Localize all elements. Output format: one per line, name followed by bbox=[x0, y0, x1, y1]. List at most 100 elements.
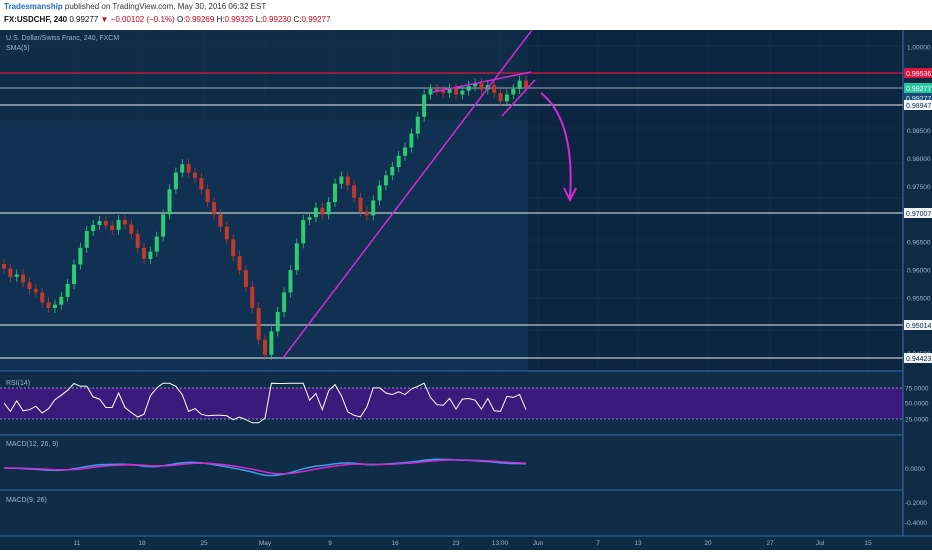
current-price-box bbox=[904, 83, 932, 93]
time-tick: 25 bbox=[200, 540, 208, 547]
time-tick: 13 bbox=[634, 540, 642, 547]
macd2-pane[interactable] bbox=[0, 492, 903, 536]
chart-svg[interactable]: U.S. Dollar/Swiss Franc, 240, FXCM SMA(5… bbox=[0, 25, 932, 550]
trendline-lower[interactable] bbox=[282, 25, 536, 359]
future-region bbox=[528, 30, 903, 370]
price-tick: 0.96500 bbox=[907, 240, 931, 247]
candle-body bbox=[84, 231, 89, 248]
candle-body bbox=[269, 331, 274, 355]
level-3-box bbox=[904, 320, 932, 330]
candle-body bbox=[27, 282, 32, 290]
low-value: 0.99230 bbox=[262, 15, 292, 24]
candle-body bbox=[453, 88, 458, 95]
price-tick: 0.95500 bbox=[907, 296, 931, 303]
time-tick: 11 bbox=[74, 540, 81, 547]
low-label: L: bbox=[255, 15, 263, 24]
candle-body bbox=[511, 88, 516, 95]
candle-body bbox=[192, 172, 197, 179]
level-1-box bbox=[904, 100, 932, 110]
candle-body bbox=[14, 274, 19, 277]
candle-body bbox=[352, 185, 357, 198]
candle-body bbox=[428, 88, 433, 95]
candle-body bbox=[218, 214, 223, 227]
candle-body bbox=[59, 296, 64, 305]
author-link[interactable]: Tradesmanship bbox=[4, 2, 63, 11]
candle-body bbox=[154, 236, 159, 252]
candle-body bbox=[78, 247, 83, 265]
candle-body bbox=[180, 164, 185, 173]
main-legend-title: U.S. Dollar/Swiss Franc, 240, FXCM bbox=[6, 35, 119, 42]
candle-body bbox=[116, 219, 121, 230]
candle-body bbox=[320, 207, 325, 215]
candle-body bbox=[434, 88, 439, 91]
signal-line bbox=[3, 459, 527, 475]
candle-body bbox=[243, 270, 248, 287]
candle-body bbox=[333, 183, 338, 203]
time-tick: May bbox=[259, 540, 272, 547]
candle-body bbox=[339, 176, 344, 184]
candle-body bbox=[415, 116, 420, 134]
high-value: 0.99325 bbox=[224, 15, 254, 24]
candle-body bbox=[460, 90, 465, 95]
candle-body bbox=[224, 226, 229, 240]
candle-body bbox=[2, 263, 6, 269]
macd-legend: MACD(12, 26, 9) bbox=[6, 441, 59, 448]
level-2-label: 0.97007 bbox=[906, 211, 931, 218]
time-tick: 18 bbox=[138, 540, 146, 547]
wedge-lower-line[interactable] bbox=[501, 79, 536, 117]
sma-cloud bbox=[0, 120, 528, 370]
price-tick: 0.96000 bbox=[907, 268, 931, 275]
macd-pane[interactable] bbox=[0, 436, 903, 490]
candle-body bbox=[282, 292, 287, 312]
open-value: 0.99269 bbox=[185, 15, 215, 24]
candles bbox=[2, 75, 528, 360]
candle-body bbox=[479, 83, 484, 90]
candle-body bbox=[148, 251, 153, 259]
candle-body bbox=[466, 86, 471, 91]
candle-body bbox=[212, 202, 217, 215]
candle-body bbox=[161, 214, 166, 237]
candle-body bbox=[447, 88, 452, 93]
time-tick: 27 bbox=[766, 540, 774, 547]
candle-body bbox=[91, 224, 96, 232]
candle-body bbox=[326, 202, 331, 215]
level-4-box bbox=[904, 353, 932, 363]
candle-body bbox=[358, 197, 363, 212]
price-change: ▼ −0.00102 (−0.1%) bbox=[100, 15, 175, 24]
chart-header: Tradesmanship published on TradingView.c… bbox=[0, 0, 932, 30]
candle-body bbox=[345, 176, 350, 186]
time-axis[interactable]: 11 18 25 May 9 16 23 13:00 Jun 7 13 20 27 Jul 15 bbox=[74, 540, 872, 547]
chart-area[interactable]: U.S. Dollar/Swiss Franc, 240, FXCM SMA(5… bbox=[0, 25, 932, 550]
close-value: 0.99277 bbox=[301, 15, 331, 24]
price-tick: 0.98500 bbox=[907, 128, 931, 135]
level-4-label: 0.94423 bbox=[906, 356, 931, 363]
candle-body bbox=[288, 270, 293, 293]
candle-body bbox=[396, 155, 401, 167]
macd-line bbox=[3, 458, 527, 477]
current-price-box-2 bbox=[904, 93, 932, 103]
rsi-tick: 50.0000 bbox=[905, 401, 929, 408]
time-tick: 13:00 bbox=[492, 540, 509, 547]
wedge-upper-line[interactable] bbox=[432, 71, 532, 93]
symbol-label[interactable]: FX:USDCHF, 240 bbox=[4, 15, 68, 24]
rsi-line bbox=[3, 382, 527, 424]
macd-tick: -0.4000 bbox=[905, 520, 927, 527]
candle-body bbox=[8, 268, 13, 277]
candle-body bbox=[403, 147, 408, 156]
time-tick: Jul bbox=[816, 540, 825, 547]
level-1-label: 0.98947 bbox=[906, 103, 931, 110]
candle-body bbox=[377, 185, 382, 201]
time-tick: 9 bbox=[328, 540, 332, 547]
main-legend-sub: SMA(5) bbox=[6, 45, 30, 52]
candle-body bbox=[21, 274, 26, 283]
candle-body bbox=[173, 172, 178, 190]
rsi-tick: 75.0000 bbox=[905, 386, 929, 393]
forecast-arrow[interactable] bbox=[540, 92, 572, 199]
rsi-legend: RSI(14) bbox=[6, 380, 30, 387]
price-tick: 0.98000 bbox=[907, 156, 931, 163]
candle-body bbox=[371, 200, 376, 216]
publish-info: Tradesmanship published on TradingView.c… bbox=[4, 2, 266, 11]
candle-body bbox=[237, 256, 242, 271]
time-tick: 23 bbox=[452, 540, 460, 547]
candle-body bbox=[263, 339, 267, 355]
